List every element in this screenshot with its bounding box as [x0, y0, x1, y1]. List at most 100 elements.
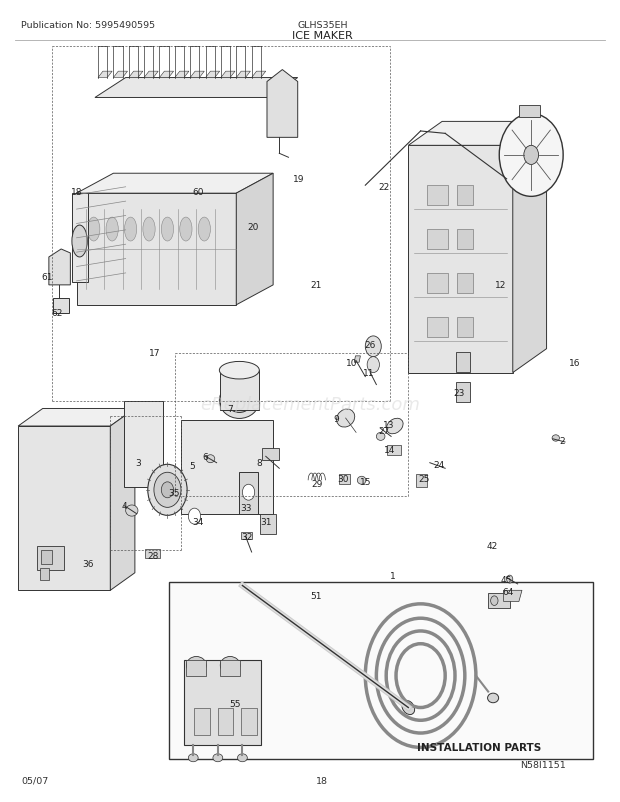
Ellipse shape [188, 754, 198, 762]
Text: 60: 60 [192, 188, 204, 196]
Bar [458, 229, 473, 249]
Ellipse shape [237, 754, 247, 762]
Polygon shape [113, 72, 128, 79]
Polygon shape [340, 474, 350, 484]
Text: 26: 26 [365, 341, 376, 350]
Ellipse shape [87, 218, 100, 241]
Ellipse shape [187, 657, 206, 674]
Polygon shape [456, 383, 470, 403]
Text: 27: 27 [378, 427, 389, 435]
Text: 25: 25 [418, 475, 430, 484]
Text: 11: 11 [363, 369, 374, 378]
Text: 4: 4 [122, 501, 127, 511]
Ellipse shape [219, 383, 259, 419]
Text: 24: 24 [433, 460, 445, 469]
Text: 29: 29 [312, 480, 323, 488]
Polygon shape [239, 472, 258, 514]
Polygon shape [236, 174, 273, 306]
Bar [427, 318, 448, 338]
Circle shape [242, 484, 255, 500]
Polygon shape [241, 707, 257, 735]
Ellipse shape [552, 435, 559, 442]
Polygon shape [145, 549, 160, 559]
Bar [427, 186, 448, 206]
Text: 7: 7 [228, 404, 233, 414]
Polygon shape [110, 409, 135, 590]
Bar [427, 273, 448, 294]
Polygon shape [184, 660, 261, 745]
Text: 17: 17 [149, 349, 161, 358]
Text: 05/07: 05/07 [21, 776, 48, 785]
Polygon shape [37, 546, 64, 570]
Polygon shape [95, 79, 298, 99]
Ellipse shape [507, 575, 513, 583]
Polygon shape [252, 72, 266, 79]
Ellipse shape [487, 693, 498, 703]
Text: 45: 45 [501, 575, 512, 584]
Text: INSTALLATION PARTS: INSTALLATION PARTS [417, 743, 541, 752]
Polygon shape [219, 371, 259, 411]
Text: ICE MAKER: ICE MAKER [292, 30, 353, 41]
Polygon shape [236, 72, 250, 79]
Circle shape [161, 482, 174, 498]
Text: 30: 30 [337, 475, 349, 484]
Polygon shape [71, 194, 87, 283]
Polygon shape [456, 352, 470, 372]
Polygon shape [218, 707, 233, 735]
Text: 16: 16 [569, 358, 580, 367]
Polygon shape [488, 593, 510, 608]
Text: 19: 19 [293, 175, 304, 184]
Text: 6: 6 [203, 452, 208, 461]
Polygon shape [354, 356, 360, 363]
Polygon shape [98, 72, 112, 79]
Text: Publication No: 5995490595: Publication No: 5995490595 [21, 21, 156, 30]
Ellipse shape [125, 218, 137, 241]
Text: 20: 20 [248, 223, 259, 232]
Polygon shape [18, 427, 110, 590]
Polygon shape [503, 590, 522, 602]
Polygon shape [195, 707, 210, 735]
Text: 55: 55 [229, 699, 241, 708]
Text: 28: 28 [148, 551, 159, 560]
Text: 9: 9 [333, 414, 339, 423]
Ellipse shape [226, 389, 252, 413]
Circle shape [367, 357, 379, 373]
Polygon shape [129, 72, 143, 79]
Polygon shape [144, 72, 158, 79]
Text: 61: 61 [42, 272, 53, 282]
Text: 64: 64 [502, 588, 513, 597]
Bar [427, 229, 448, 249]
Polygon shape [260, 514, 276, 535]
Text: eReplacementParts.com: eReplacementParts.com [200, 396, 420, 414]
Text: 10: 10 [346, 358, 358, 367]
Polygon shape [409, 146, 513, 373]
Ellipse shape [180, 218, 192, 241]
Ellipse shape [357, 476, 366, 484]
Polygon shape [241, 533, 252, 540]
Ellipse shape [490, 596, 498, 606]
Text: 31: 31 [260, 517, 272, 527]
Text: 21: 21 [311, 281, 322, 290]
Polygon shape [49, 249, 70, 286]
Text: 36: 36 [82, 560, 94, 569]
Ellipse shape [402, 701, 415, 715]
Polygon shape [409, 122, 547, 146]
Text: 1: 1 [390, 572, 396, 581]
Polygon shape [53, 299, 69, 314]
Polygon shape [18, 409, 135, 427]
Polygon shape [267, 71, 298, 138]
Polygon shape [169, 582, 593, 759]
Ellipse shape [143, 218, 155, 241]
Text: 3: 3 [135, 459, 141, 468]
Polygon shape [206, 72, 219, 79]
Polygon shape [220, 660, 240, 676]
Text: N58I1151: N58I1151 [521, 760, 566, 769]
Text: 51: 51 [311, 591, 322, 600]
Text: 13: 13 [383, 420, 394, 429]
Ellipse shape [337, 410, 355, 427]
Text: 23: 23 [453, 388, 464, 398]
Polygon shape [41, 551, 52, 565]
Text: 2: 2 [559, 436, 565, 445]
Text: 32: 32 [242, 532, 253, 541]
Ellipse shape [106, 218, 118, 241]
